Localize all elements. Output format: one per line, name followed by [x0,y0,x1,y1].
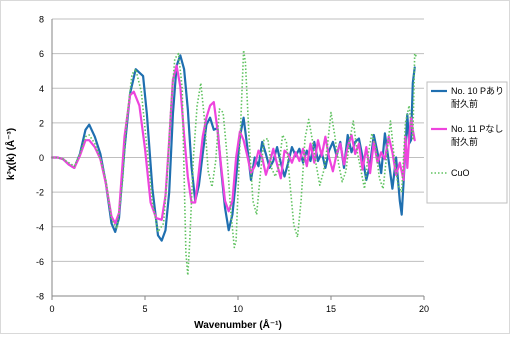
x-tick-label: 15 [326,304,336,314]
x-tick-label: 10 [233,304,243,314]
y-tick-label: 0 [39,153,44,163]
legend-label-3: CuO [451,168,470,178]
legend-label-1: No. 10 Pあり耐久前 [451,86,504,109]
series-line-2 [50,64,416,225]
series-layer [50,49,418,276]
axis-layer: -8 -6 -4 -2 0 2 4 6 8 0 5 10 15 20 [36,15,429,315]
y-tick-label: -2 [36,188,44,198]
y-tick-label: 4 [39,84,44,94]
x-axis-label: Wavenumber (Å⁻¹) [194,318,282,331]
legend-label-2: No. 11 Pなし耐久前 [451,124,503,147]
legend: No. 10 Pあり耐久前 No. 11 Pなし耐久前 CuO [426,81,508,204]
y-tick-label: 2 [39,118,44,128]
x-tick-label: 20 [419,304,429,314]
x-tick-label: 0 [49,304,54,314]
series-line-3 [52,49,418,276]
y-tick-label: 6 [39,49,44,59]
y-tick-label: -8 [36,292,44,302]
y-tick-label: 8 [39,15,44,25]
y-axis-label: k³χ(k) (Å⁻³) [4,128,17,180]
x-tick-label: 5 [142,304,147,314]
y-tick-label: -4 [36,222,44,232]
y-tick-label: -6 [36,257,44,267]
legend-box [426,81,508,204]
